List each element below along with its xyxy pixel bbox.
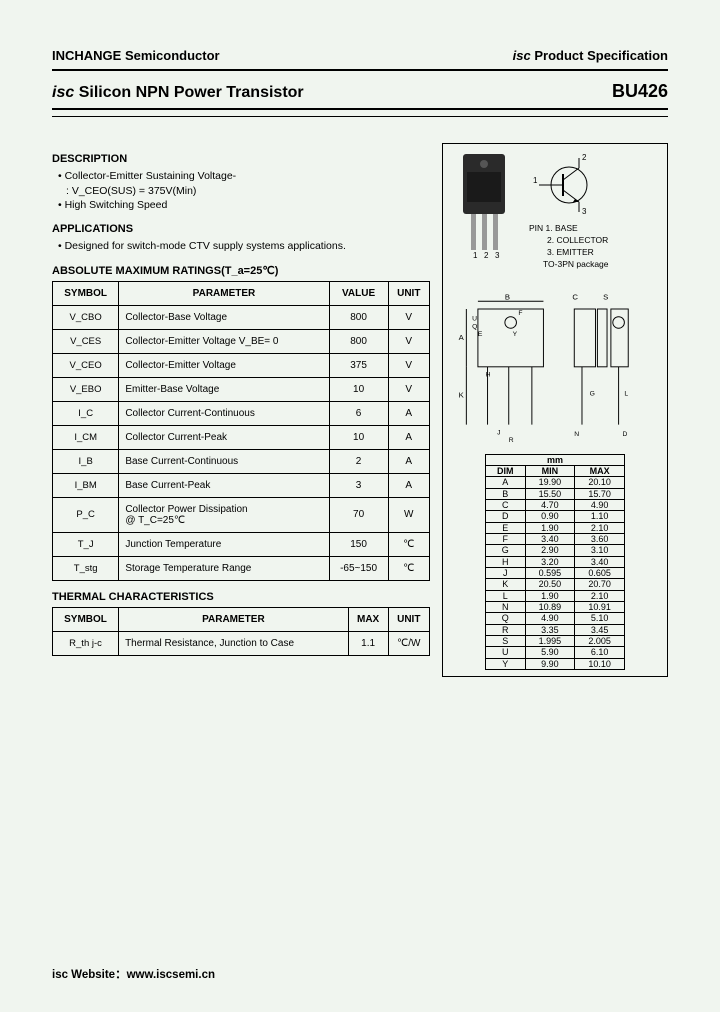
divider	[52, 69, 668, 71]
table-row: I_BMBase Current-Peak3A	[53, 473, 430, 497]
spec-label: isc Product Specification	[513, 48, 668, 63]
page-title: isc Silicon NPN Power Transistor	[52, 84, 304, 102]
pin-info: PIN 1. BASE 2. COLLECTOR 3. EMITTER TO-3…	[529, 223, 609, 271]
table-row: V_EBOEmitter-Base Voltage10V	[53, 377, 430, 401]
svg-text:3: 3	[582, 207, 587, 216]
svg-text:L: L	[624, 390, 628, 397]
transistor-symbol: 1 2 3 PIN 1. BASE 2. COLLECTOR 3. EMITTE…	[529, 150, 609, 271]
table-row: I_BBase Current-Continuous2A	[53, 449, 430, 473]
table-row: Q4.905.10	[486, 613, 625, 624]
table-row: J0.5950.605	[486, 568, 625, 579]
table-row: R3.353.45	[486, 624, 625, 635]
table-row: V_CESCollector-Emitter Voltage V_BE= 080…	[53, 329, 430, 353]
col-symbol: SYMBOL	[53, 281, 119, 305]
table-row: P_CCollector Power Dissipation@ T_C=25℃7…	[53, 497, 430, 532]
ratings-heading: ABSOLUTE MAXIMUM RATINGS(T_a=25℃)	[52, 264, 430, 277]
svg-text:3: 3	[495, 251, 500, 260]
svg-text:C: C	[572, 292, 578, 301]
table-row: C4.704.90	[486, 499, 625, 510]
applications-heading: APPLICATIONS	[52, 223, 430, 235]
svg-text:B: B	[505, 292, 510, 301]
table-row: G2.903.10	[486, 545, 625, 556]
table-row: D0.901.10	[486, 511, 625, 522]
svg-text:1: 1	[533, 176, 538, 185]
left-column: DESCRIPTION Collector-Emitter Sustaining…	[52, 143, 430, 677]
svg-text:J: J	[497, 429, 500, 436]
svg-text:R: R	[509, 437, 514, 444]
table-header-row: SYMBOL PARAMETER VALUE UNIT	[53, 281, 430, 305]
package-photo: 1 2 3	[449, 150, 519, 260]
ratings-table: SYMBOL PARAMETER VALUE UNIT V_CBOCollect…	[52, 281, 430, 581]
table-header-row: SYMBOL PARAMETER MAX UNIT	[53, 607, 430, 631]
table-row: V_CBOCollector-Base Voltage800V	[53, 305, 430, 329]
svg-text:S: S	[603, 292, 608, 301]
svg-text:G: G	[590, 390, 595, 397]
description-list: Collector-Emitter Sustaining Voltage-	[52, 169, 430, 184]
content-area: DESCRIPTION Collector-Emitter Sustaining…	[52, 143, 668, 677]
table-row: F3.403.60	[486, 533, 625, 544]
svg-text:U: U	[472, 315, 477, 322]
svg-text:2: 2	[582, 153, 587, 162]
svg-text:2: 2	[484, 251, 489, 260]
col-unit: UNIT	[388, 607, 429, 631]
svg-text:N: N	[574, 431, 579, 438]
col-unit: UNIT	[388, 281, 429, 305]
table-row: I_CMCollector Current-Peak10A	[53, 425, 430, 449]
svg-text:H: H	[486, 371, 491, 378]
part-number: BU426	[612, 81, 668, 102]
svg-text:K: K	[459, 390, 465, 399]
svg-text:Y: Y	[513, 331, 518, 338]
svg-text:A: A	[459, 332, 465, 341]
top-header: INCHANGE Semiconductor isc Product Speci…	[52, 48, 668, 67]
package-figure: 1 2 3 1	[449, 150, 661, 271]
list-item: High Switching Speed	[58, 198, 430, 213]
figure-box: 1 2 3 1	[442, 143, 668, 677]
col-symbol: SYMBOL	[53, 607, 119, 631]
table-row: U5.906.10	[486, 647, 625, 658]
applications-list: Designed for switch-mode CTV supply syst…	[52, 239, 430, 254]
svg-text:E: E	[478, 331, 483, 338]
svg-text:F: F	[518, 309, 522, 316]
table-row: L1.902.10	[486, 590, 625, 601]
table-row: H3.203.40	[486, 556, 625, 567]
dimension-table: mm DIM MIN MAX A19.9020.10B15.5015.70C4.…	[449, 454, 661, 671]
divider	[52, 116, 668, 117]
col-max: MAX	[348, 607, 388, 631]
svg-text:D: D	[622, 431, 627, 438]
dimension-drawing: B A K U Q E H F Y J R	[449, 277, 661, 450]
svg-text:1: 1	[473, 251, 478, 260]
thermal-heading: THERMAL CHARACTERISTICS	[52, 591, 430, 603]
title-row: isc Silicon NPN Power Transistor BU426	[52, 77, 668, 106]
description-heading: DESCRIPTION	[52, 153, 430, 165]
company-name: INCHANGE Semiconductor	[52, 48, 220, 63]
footer: isc Website：www.iscsemi.cn	[52, 966, 215, 982]
table-row: B15.5015.70	[486, 488, 625, 499]
table-row: R_th j-cThermal Resistance, Junction to …	[53, 631, 430, 655]
table-row: I_CCollector Current-Continuous6A	[53, 401, 430, 425]
col-parameter: PARAMETER	[119, 281, 329, 305]
table-row: N10.8910.91	[486, 602, 625, 613]
table-row: T_JJunction Temperature150℃	[53, 532, 430, 556]
table-row: S1.9952.005	[486, 636, 625, 647]
col-parameter: PARAMETER	[119, 607, 349, 631]
table-row: K20.5020.70	[486, 579, 625, 590]
col-value: VALUE	[329, 281, 388, 305]
thermal-table: SYMBOL PARAMETER MAX UNIT R_th j-cTherma…	[52, 607, 430, 656]
description-sub: : V_CEO(SUS) = 375V(Min)	[52, 184, 430, 199]
table-row: V_CEOCollector-Emitter Voltage375V	[53, 353, 430, 377]
list-item: Designed for switch-mode CTV supply syst…	[58, 239, 430, 254]
list-item: Collector-Emitter Sustaining Voltage-	[58, 169, 430, 184]
table-row: A19.9020.10	[486, 477, 625, 488]
table-row: E1.902.10	[486, 522, 625, 533]
divider	[52, 108, 668, 110]
table-row: T_stgStorage Temperature Range-65~150℃	[53, 556, 430, 580]
right-column: 1 2 3 1	[442, 143, 668, 677]
svg-text:Q: Q	[472, 323, 477, 330]
table-row: Y9.9010.10	[486, 658, 625, 669]
